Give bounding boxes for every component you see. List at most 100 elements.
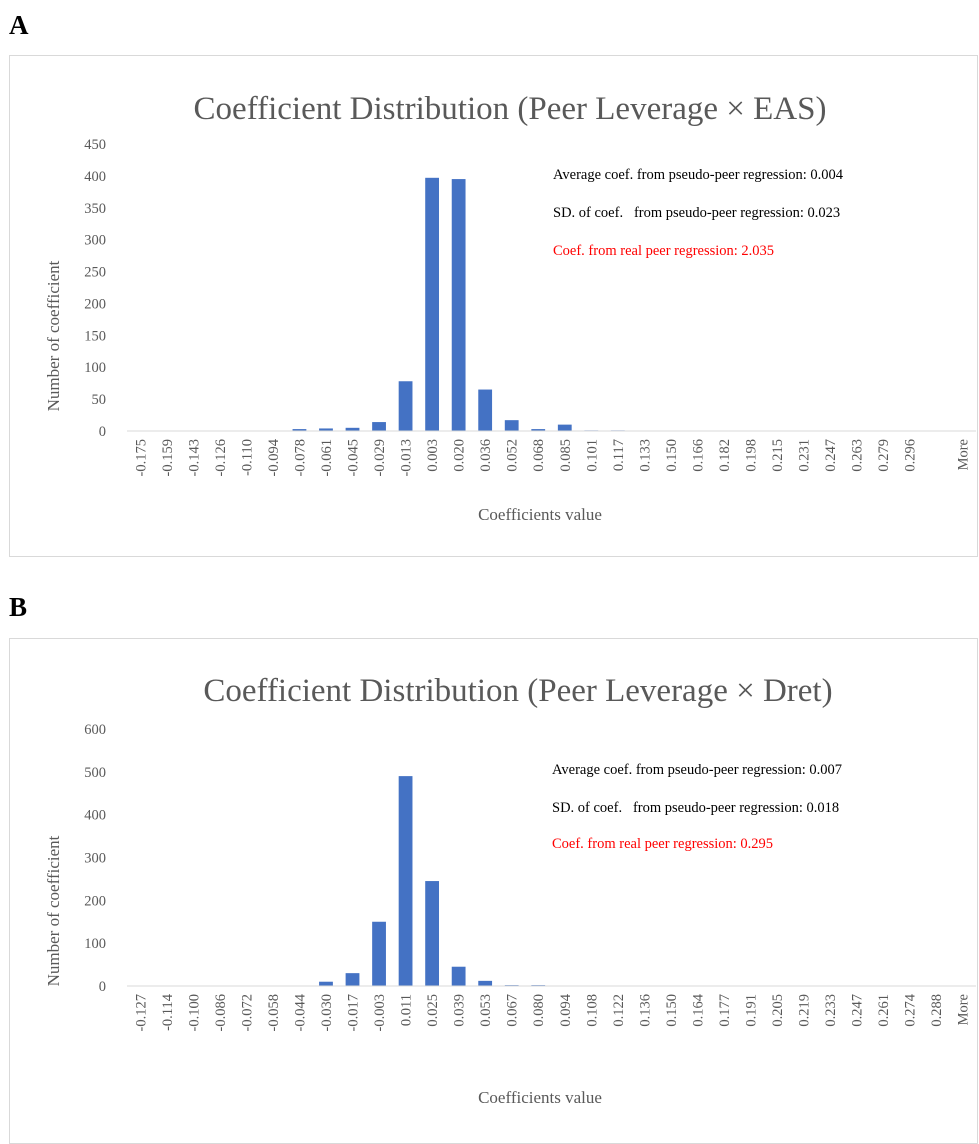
histogram-bar	[345, 973, 360, 986]
y-tick-label: 100	[84, 360, 106, 376]
y-tick-label: 200	[84, 893, 106, 909]
y-axis-title: Number of coefficient	[44, 260, 63, 411]
chart-a-container: Coefficient Distribution (Peer Leverage …	[9, 55, 978, 557]
x-tick-label: 0.198	[743, 439, 759, 472]
histogram-bar	[345, 427, 360, 431]
histogram-bar	[319, 428, 333, 431]
histogram-bar	[372, 422, 386, 431]
chart-title: Coefficient Distribution (Peer Leverage …	[203, 673, 832, 709]
annotation-real-coef: Coef. from real peer regression: 0.295	[552, 836, 773, 852]
histogram-bar	[478, 389, 493, 431]
x-tick-label: -0.086	[213, 994, 229, 1031]
x-tick-label: 0.053	[478, 994, 494, 1027]
x-tick-label: 0.263	[850, 439, 866, 472]
histogram-bar	[478, 980, 493, 986]
histogram-bar	[372, 921, 386, 986]
histogram-bar	[504, 420, 519, 431]
histogram-bar	[319, 981, 333, 986]
x-tick-label: 0.231	[797, 439, 813, 472]
x-tick-label: 0.068	[531, 439, 547, 472]
y-tick-label: 50	[92, 392, 107, 408]
annotation-average: Average coef. from pseudo-peer regressio…	[553, 167, 844, 183]
x-tick-label: 0.036	[478, 439, 494, 472]
x-tick-label: -0.013	[399, 439, 415, 476]
histogram-bar	[451, 966, 466, 986]
x-tick-label: 0.150	[664, 994, 680, 1027]
panel-letter-b: B	[9, 592, 28, 622]
x-tick-label: -0.061	[319, 439, 335, 476]
histogram-bar	[398, 381, 413, 431]
chart-b-container: Coefficient Distribution (Peer Leverage …	[9, 638, 978, 1144]
y-tick-label: 500	[84, 765, 106, 781]
x-tick-label: 0.133	[637, 439, 653, 472]
y-tick-label: 400	[84, 169, 106, 185]
x-tick-label: -0.078	[292, 439, 308, 476]
x-tick-label: 0.101	[584, 439, 600, 472]
x-tick-label: 0.274	[903, 993, 919, 1026]
y-tick-label: 300	[84, 851, 106, 867]
annotation-real-coef: Coef. from real peer regression: 2.035	[553, 243, 774, 259]
x-tick-label: More	[956, 994, 972, 1025]
y-tick-label: 400	[84, 808, 106, 824]
x-tick-label: 0.052	[505, 439, 521, 472]
x-tick-label: 0.011	[399, 994, 415, 1026]
x-tick-label: 0.233	[823, 994, 839, 1027]
x-tick-label: 0.205	[770, 994, 786, 1027]
y-tick-label: 0	[99, 424, 106, 440]
x-tick-label: 0.150	[664, 439, 680, 472]
x-tick-label: -0.072	[239, 994, 255, 1031]
chart-title: Coefficient Distribution (Peer Leverage …	[194, 91, 827, 127]
x-axis-title: Coefficients value	[478, 505, 602, 524]
x-tick-label: -0.058	[266, 994, 282, 1031]
histogram-bar	[451, 179, 466, 431]
x-tick-label: -0.100	[186, 994, 202, 1031]
histogram-bar	[425, 177, 440, 431]
chart-a: Coefficient Distribution (Peer Leverage …	[44, 91, 976, 524]
x-tick-label: 0.247	[850, 994, 866, 1027]
x-tick-label: -0.127	[133, 994, 149, 1031]
histogram-bar	[557, 424, 572, 431]
x-tick-label: 0.279	[876, 439, 892, 472]
y-tick-label: 100	[84, 936, 106, 952]
x-tick-label: 0.020	[452, 439, 468, 472]
chart-b: Coefficient Distribution (Peer Leverage …	[44, 673, 976, 1107]
x-tick-label: -0.175	[133, 439, 149, 476]
y-tick-label: 250	[84, 265, 106, 281]
x-tick-label: 0.136	[637, 994, 653, 1027]
x-tick-label: 0.288	[929, 994, 945, 1027]
x-tick-label: 0.108	[584, 994, 600, 1027]
histogram-bar	[292, 429, 307, 431]
x-axis-title: Coefficients value	[478, 1088, 602, 1107]
x-tick-label: -0.143	[186, 439, 202, 476]
x-tick-label: 0.296	[903, 439, 919, 472]
x-tick-label: 0.080	[531, 994, 547, 1027]
x-tick-label: More	[956, 439, 972, 470]
x-tick-label: 0.261	[876, 994, 892, 1027]
histogram-bar	[425, 881, 440, 986]
x-tick-label: -0.045	[346, 439, 362, 476]
annotation-sd: SD. of coef. from pseudo-peer regression…	[553, 205, 840, 221]
x-tick-label: -0.017	[346, 994, 362, 1031]
y-tick-label: 600	[84, 722, 106, 738]
x-tick-label: 0.215	[770, 439, 786, 472]
x-tick-label: 0.164	[690, 993, 706, 1026]
x-tick-label: 0.039	[452, 994, 468, 1027]
x-tick-label: 0.219	[797, 994, 813, 1027]
x-tick-label: 0.025	[425, 994, 441, 1027]
histogram-bar	[398, 776, 413, 986]
y-axis-title: Number of coefficient	[44, 835, 63, 986]
annotation-average: Average coef. from pseudo-peer regressio…	[552, 762, 842, 778]
x-tick-label: 0.247	[823, 439, 839, 472]
x-tick-label: 0.182	[717, 439, 733, 472]
y-tick-label: 450	[84, 137, 106, 153]
y-tick-label: 0	[99, 979, 106, 995]
annotation-sd: SD. of coef. from pseudo-peer regression…	[552, 800, 839, 816]
x-tick-label: 0.003	[425, 439, 441, 472]
x-tick-label: -0.044	[292, 993, 308, 1031]
x-tick-label: 0.094	[558, 993, 574, 1026]
x-tick-label: 0.117	[611, 439, 627, 471]
x-tick-label: 0.177	[717, 994, 733, 1027]
x-tick-label: 0.166	[690, 439, 706, 472]
x-tick-label: -0.030	[319, 994, 335, 1031]
histogram-bar	[531, 429, 546, 431]
